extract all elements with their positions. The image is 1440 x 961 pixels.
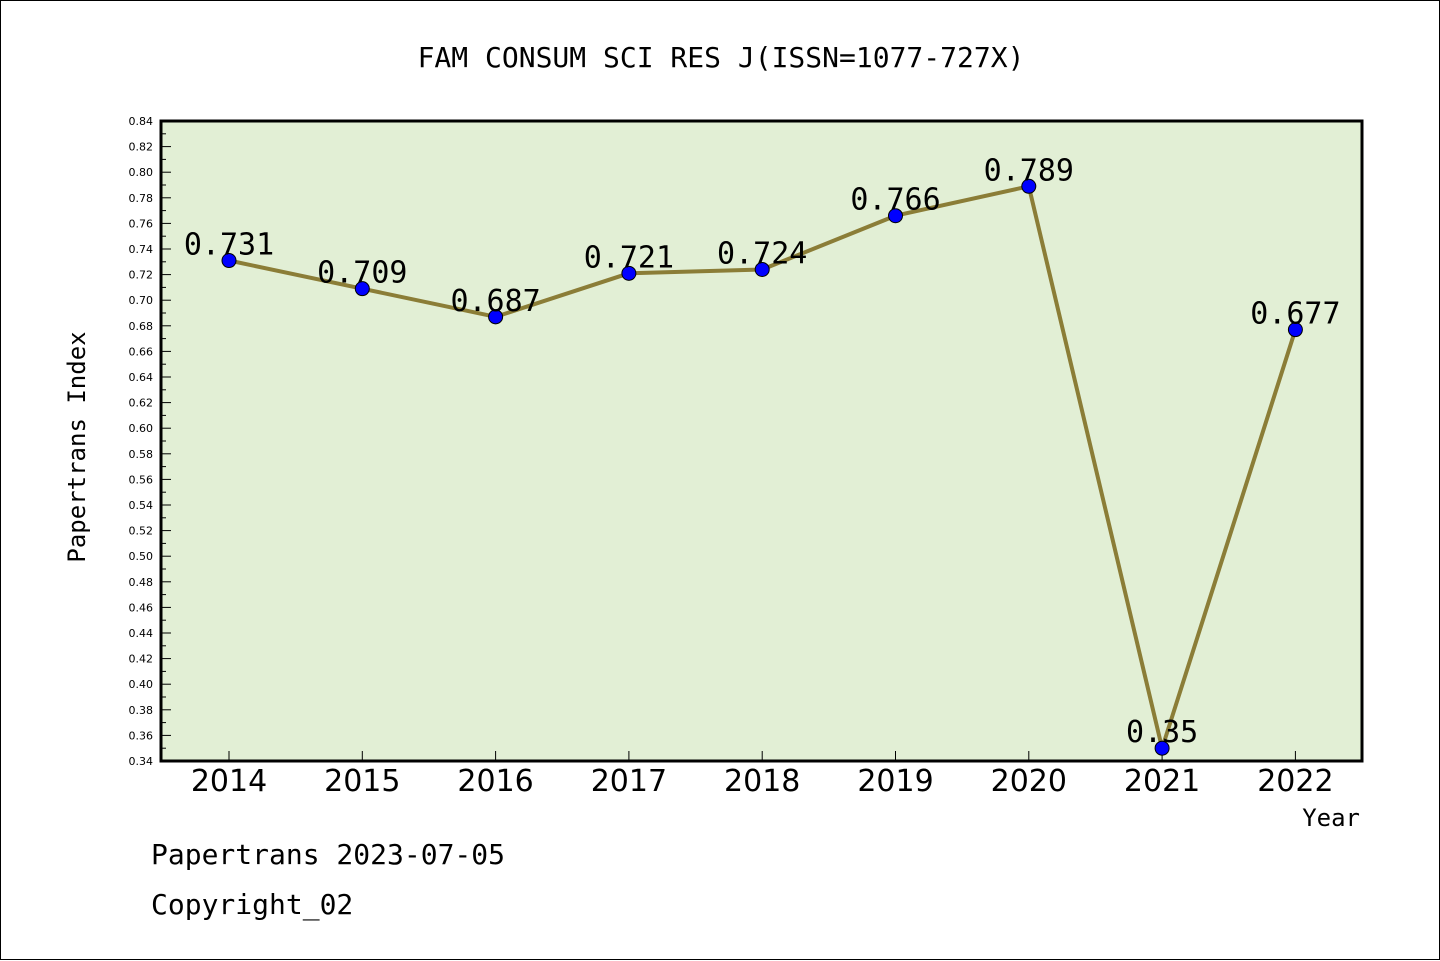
y-tick-label: 0.76	[129, 217, 154, 230]
data-point	[221, 253, 237, 269]
x-tick-label: 2019	[857, 764, 933, 799]
data-point	[1154, 740, 1170, 756]
y-tick-label: 0.56	[129, 473, 154, 486]
footer-copyright: Copyright_02	[151, 888, 353, 922]
data-label: 0.687	[450, 284, 540, 319]
y-tick-label: 0.82	[129, 141, 154, 154]
y-tick-label: 0.50	[129, 550, 154, 563]
x-axis-label: Year	[1302, 804, 1360, 832]
plot-area	[159, 119, 1364, 763]
x-tick-label: 2017	[591, 764, 667, 799]
data-point	[621, 265, 637, 281]
y-tick-label: 0.60	[129, 422, 154, 435]
x-tick-label: 2018	[724, 764, 800, 799]
y-tick-label: 0.68	[129, 320, 154, 333]
y-tick-label: 0.54	[129, 499, 154, 512]
y-tick-label: 0.78	[129, 192, 154, 205]
x-axis: 2014 2015 2016 2017 2018 2019 2020 2021 2022	[191, 751, 1334, 799]
x-tick-label: 2022	[1257, 764, 1333, 799]
y-tick-label: 0.36	[129, 729, 154, 742]
data-label: 0.35	[1126, 715, 1198, 750]
y-tick-label: 0.40	[129, 678, 154, 691]
data-point	[1021, 178, 1037, 194]
y-tick-label: 0.84	[129, 115, 154, 128]
data-point	[888, 208, 903, 224]
y-tick-label: 0.52	[129, 525, 154, 538]
x-tick-label: 2021	[1124, 764, 1200, 799]
y-tick-label: 0.70	[129, 294, 154, 307]
y-axis-label: Papertrans Index	[63, 331, 91, 562]
y-tick-label: 0.64	[129, 371, 154, 384]
data-label: 0.724	[717, 236, 807, 271]
y-tick-label: 0.58	[129, 448, 154, 461]
footer-date: Papertrans 2023-07-05	[151, 838, 505, 871]
y-tick-label: 0.48	[129, 576, 154, 589]
x-tick-label: 2016	[457, 764, 533, 799]
chart-title: FAM CONSUM SCI RES J(ISSN=1077-727X)	[418, 41, 1025, 74]
y-tick-label: 0.74	[129, 243, 154, 256]
data-point	[354, 281, 370, 297]
data-point	[1287, 322, 1303, 338]
x-tick-label: 2014	[191, 764, 267, 799]
data-label: 0.789	[984, 153, 1074, 188]
y-tick-label: 0.42	[129, 653, 154, 666]
data-label: 0.766	[850, 183, 940, 218]
data-label: 0.709	[317, 256, 407, 291]
data-label: 0.721	[584, 240, 674, 275]
y-tick-label: 0.38	[129, 704, 154, 717]
y-tick-label: 0.62	[129, 397, 154, 410]
x-tick-label: 2015	[324, 764, 400, 799]
x-tick-label: 2020	[991, 764, 1067, 799]
y-axis: 0.34 0.36 0.38 0.40 0.42 0.44 0.46 0.48 0.50 0.52…	[129, 115, 171, 768]
data-point	[488, 309, 504, 325]
data-label: 0.731	[184, 228, 274, 263]
y-tick-label: 0.72	[129, 269, 154, 282]
y-tick-label: 0.44	[129, 627, 154, 640]
y-tick-label: 0.80	[129, 166, 154, 179]
y-tick-label: 0.46	[129, 601, 154, 614]
y-tick-label: 0.66	[129, 345, 154, 358]
data-label: 0.677	[1250, 297, 1340, 332]
data-point	[754, 261, 770, 277]
data-points: 0.731 0.709 0.687 0.721 0.724 0.766 0.789 0.35 0…	[184, 153, 1341, 756]
y-tick-label: 0.34	[129, 755, 154, 768]
